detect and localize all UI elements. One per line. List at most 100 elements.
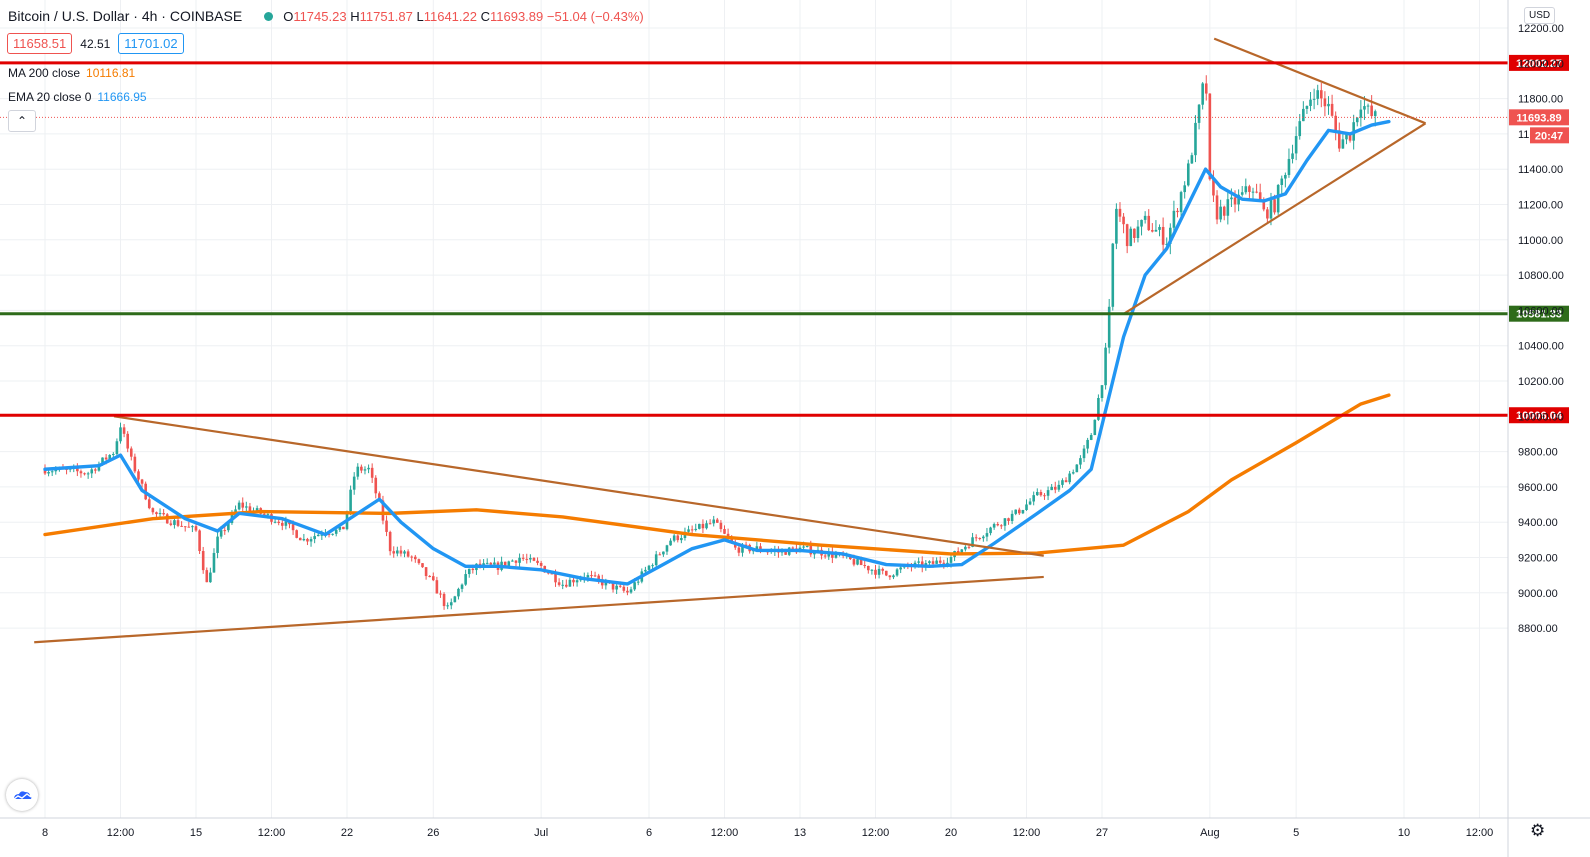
indicator-ma200-value: 10116.81 [86,66,136,80]
candle-body [334,529,338,534]
time-tick-label: 12:00 [862,827,890,839]
candle-body [209,572,212,583]
candle-body [982,536,985,539]
candle-body [471,568,475,571]
candle-body [669,540,672,546]
candle-body [1071,472,1075,474]
symbol-title[interactable]: Bitcoin / U.S. Dollar · 4h · COINBASE [8,8,243,24]
indicator-ema20[interactable]: EMA 20 close 0 11666.95 [8,90,147,104]
candle-body [1118,208,1122,217]
candle-body [1370,105,1373,117]
candle-body [974,537,978,539]
candle-body [198,530,201,552]
candle-body [313,536,316,540]
candle-body [1330,103,1334,116]
candle-body [176,520,180,526]
tradingview-logo-icon[interactable] [6,779,38,811]
candle-body [1359,109,1363,118]
candle-body [1194,122,1197,156]
buy-button[interactable]: 11701.02 [118,33,184,54]
currency-label[interactable]: USD [1524,7,1556,24]
candle-body [151,508,155,513]
candle-body [1097,397,1100,420]
candle-body [309,539,313,542]
candle-body [327,533,331,535]
candle-body [169,523,173,525]
candle-body [938,560,942,563]
candle-body [1061,480,1064,485]
candle-body [410,556,414,558]
candle-body [1086,439,1089,449]
time-tick-label: 5 [1293,827,1299,839]
candle-body [719,522,723,530]
candle-body [1215,195,1219,220]
candle-body [971,537,974,547]
sell-button[interactable]: 11658.51 [7,33,73,54]
gear-icon[interactable]: ⚙ [1530,821,1546,840]
candle-body [137,471,140,480]
candle-body [1129,228,1133,247]
candle-body [374,477,378,494]
candle-body [219,530,223,537]
candle-body [967,546,971,548]
candle-body [690,529,694,531]
candle-body [485,562,489,564]
candle-body [421,563,424,568]
candle-body [1273,199,1276,213]
candle-body [572,579,575,583]
candle-body [618,585,622,587]
candle-body [1032,495,1035,502]
candle-body [1154,229,1158,232]
candle-body [665,545,669,552]
candle-body [453,596,457,603]
price-tick-label: 8800.00 [1518,623,1558,635]
candle-body [263,513,266,515]
candle-body [1323,98,1327,107]
price-tick-label: 9400.00 [1518,517,1558,529]
candle-body [424,567,428,577]
candle-body [349,489,352,512]
time-tick-label: 12:00 [1466,827,1494,839]
open-value: 11745.23 [293,8,347,24]
candle-body [342,526,345,530]
candle-body [363,469,367,471]
candle-body [1014,509,1018,514]
candle-body [442,593,446,607]
candle-body [1172,210,1176,228]
candlestick-series [43,75,1377,610]
candle-body [284,521,288,526]
candle-body [870,569,874,571]
candle-body [521,557,525,559]
candle-body [396,550,399,554]
candle-body [435,580,439,594]
collapse-indicators-button[interactable]: ⌃ [8,110,36,132]
horizontal-level-tag-1 [1509,305,1569,322]
chart-header: Bitcoin / U.S. Dollar · 4h · COINBASE O1… [8,8,644,24]
candle-body [1046,490,1050,496]
candle-body [759,546,762,551]
candle-body [881,568,884,571]
candle-body [1050,486,1053,491]
candle-body [604,581,608,586]
candle-body [83,473,86,475]
candle-body [1348,134,1352,141]
candle-body [525,558,529,560]
candle-body [662,551,665,555]
candle-body [205,570,209,583]
candle-body [503,561,507,566]
candle-body [1276,184,1280,213]
price-tick-label: 12000.00 [1518,58,1564,70]
price-tick-label: 9000.00 [1518,588,1558,600]
time-tick-label: Jul [534,827,548,839]
candle-body [295,530,298,538]
price-tick-label: 9600.00 [1518,482,1558,494]
candle-body [899,567,902,570]
cloud-icon [13,791,32,800]
candle-body [1341,139,1345,149]
indicator-ma200[interactable]: MA 200 close 10116.81 [8,66,135,80]
candle-body [489,562,493,565]
candle-body [928,561,931,564]
time-tick-label: 26 [427,827,439,839]
last-price-tag [1509,109,1569,126]
